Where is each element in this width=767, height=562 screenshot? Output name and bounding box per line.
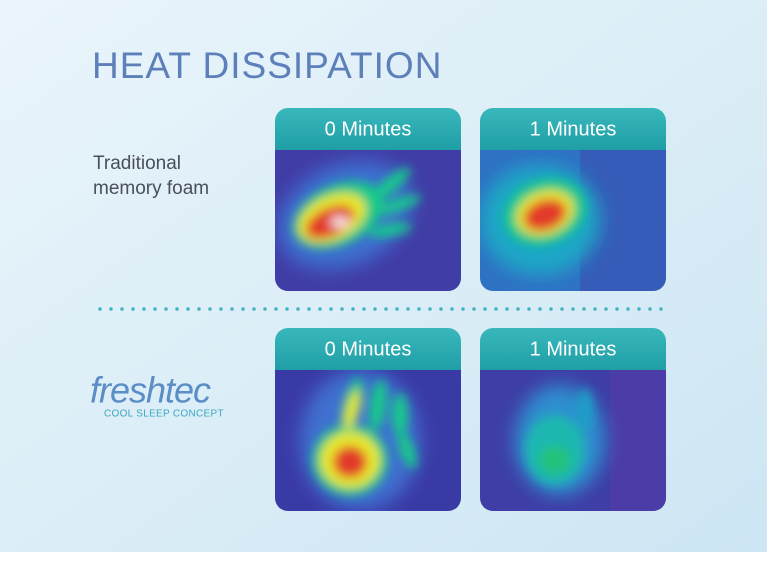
panel-title: 0 Minutes [325,118,412,140]
logo-name: freshtec [90,370,211,411]
panel-title: 1 Minutes [530,338,617,360]
thermal-panel [480,370,666,511]
panel-header [275,108,461,150]
row-label: memory foam [93,178,209,199]
panel-header [480,108,666,150]
logo-tagline: COOL SLEEP CONCEPT [104,409,224,420]
panel-header [275,328,461,370]
thermal-panel [275,370,461,511]
panel-header [480,328,666,370]
row-label: Traditional [93,153,181,174]
thermal-panel [275,150,461,291]
bottom-border [0,552,767,562]
title: HEAT DISSIPATION [92,45,442,86]
thermal-panel [480,150,666,291]
panel-title: 1 Minutes [530,118,617,140]
panel-title: 0 Minutes [325,338,412,360]
